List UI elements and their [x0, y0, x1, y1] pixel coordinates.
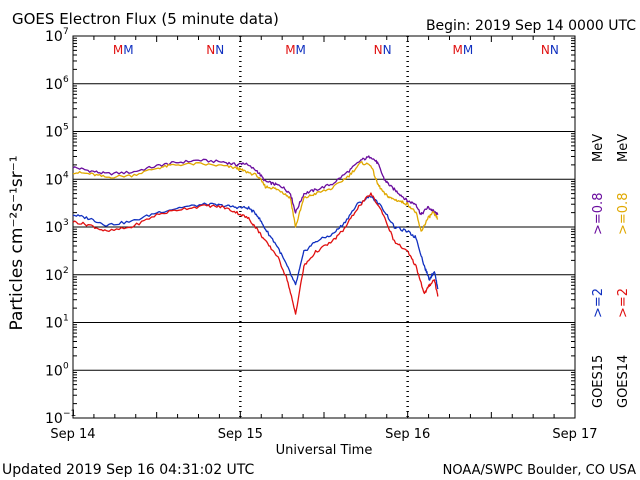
series-goes14-e2	[72, 192, 439, 315]
legend-text: MeV	[591, 134, 606, 162]
series-goes15-e08	[72, 155, 439, 216]
orbit-marker-goes15: M	[123, 43, 133, 57]
orbit-marker: MM	[453, 43, 474, 57]
y-tick-label-exponent: 6	[63, 75, 69, 85]
x-tick-label: Sep 15	[218, 427, 263, 442]
legend-text: >=2	[616, 288, 631, 318]
orbit-marker: MM	[285, 43, 306, 57]
orbit-marker-goes15: N	[550, 43, 559, 57]
orbit-marker-goes14: N	[374, 43, 383, 57]
x-axis-title: Universal Time	[276, 443, 373, 458]
series-goes15-e2	[72, 195, 439, 290]
y-tick-label-exponent: −1	[63, 409, 76, 419]
orbit-marker-goes14: N	[541, 43, 550, 57]
legend-text: >=2	[591, 288, 606, 318]
y-tick-label: 10	[45, 29, 63, 45]
orbit-marker: NN	[206, 43, 224, 57]
x-tick-label: Sep 16	[385, 427, 430, 442]
orbit-marker-goes15: N	[215, 43, 224, 57]
legend-text: >=0.8	[616, 193, 631, 235]
y-tick-label-exponent: 3	[63, 218, 69, 228]
orbit-marker: NN	[541, 43, 559, 57]
orbit-marker-goes14: M	[113, 43, 123, 57]
orbit-marker-goes14: N	[206, 43, 215, 57]
y-tick-label-exponent: 2	[63, 266, 69, 276]
series-goes14-e08	[73, 161, 439, 232]
orbit-marker-goes15: M	[463, 43, 473, 57]
orbit-marker-goes14: M	[285, 43, 295, 57]
y-tick-label: 10	[45, 268, 63, 284]
y-tick-label: 10	[45, 363, 63, 379]
legend-text: GOES14	[616, 355, 631, 408]
y-tick-label: 10	[45, 220, 63, 236]
updated-label: Updated 2019 Sep 16 04:31:02 UTC	[2, 462, 255, 478]
begin-label: Begin: 2019 Sep 14 0000 UTC	[426, 18, 636, 34]
y-tick-label: 10	[45, 77, 63, 93]
orbit-marker: MM	[113, 43, 134, 57]
y-tick-label-exponent: 0	[63, 361, 69, 371]
legend-text: MeV	[616, 134, 631, 162]
y-tick-label: 10	[45, 172, 63, 188]
y-tick-label: 10	[45, 411, 63, 427]
x-tick-label: Sep 17	[552, 427, 597, 442]
orbit-marker-goes15: M	[296, 43, 306, 57]
y-tick-label: 10	[45, 316, 63, 332]
orbit-marker-goes14: M	[453, 43, 463, 57]
y-tick-label-exponent: 1	[63, 314, 69, 324]
y-tick-label-exponent: 5	[63, 123, 69, 133]
legend-text: >=0.8	[591, 193, 606, 235]
legend-text: GOES15	[591, 355, 606, 408]
y-tick-label-exponent: 7	[63, 27, 69, 37]
orbit-marker: NN	[374, 43, 392, 57]
y-tick-label: 10	[45, 125, 63, 141]
y-axis-title: Particles cm⁻²s⁻¹sr⁻¹	[7, 155, 27, 330]
orbit-marker-goes15: N	[383, 43, 392, 57]
credit-label: NOAA/SWPC Boulder, CO USA	[443, 463, 636, 478]
chart-title: GOES Electron Flux (5 minute data)	[12, 10, 279, 28]
x-tick-label: Sep 14	[50, 427, 95, 442]
y-tick-label-exponent: 4	[63, 170, 69, 180]
